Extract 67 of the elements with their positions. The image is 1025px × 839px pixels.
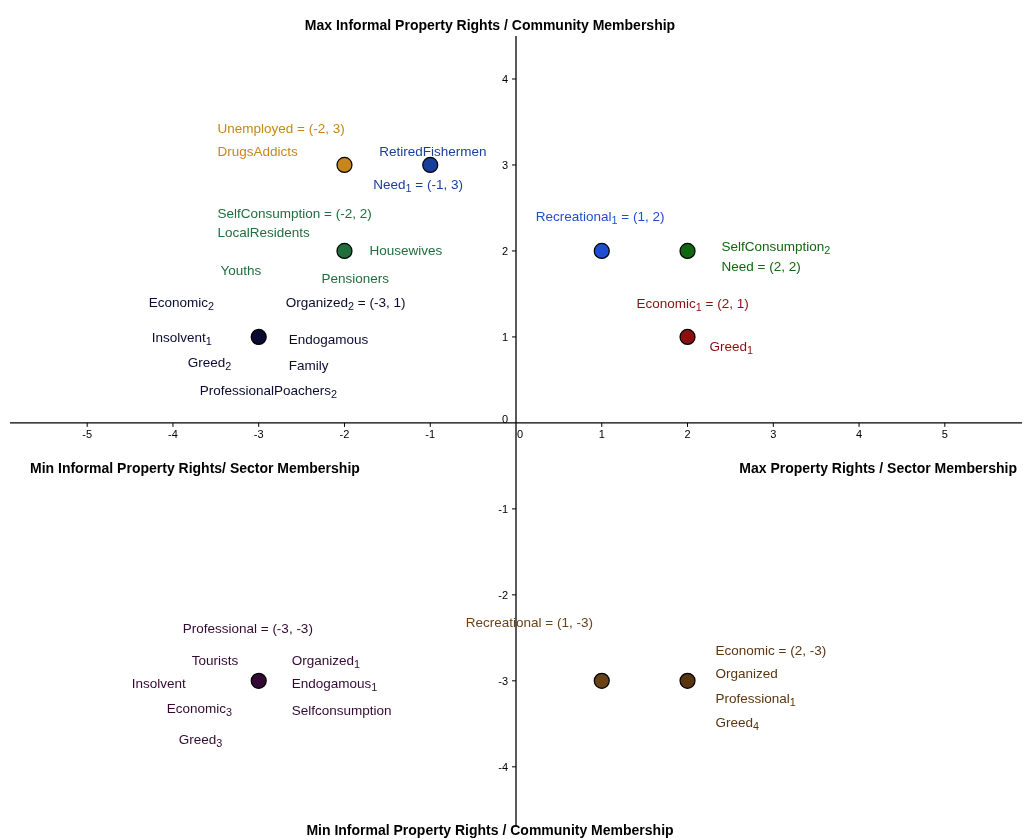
x-tick-label: -4: [168, 427, 178, 440]
point: [679, 242, 696, 260]
y-tick-label: 0: [501, 412, 508, 425]
x-tick-label: -1: [425, 427, 436, 440]
annotation: Min Informal Property Rights/ Sector Membership: [30, 459, 360, 476]
annotation: Pensioners: [321, 270, 390, 286]
x-tick-label: 1: [598, 427, 605, 440]
annotation: Professional$_{1}$: [715, 690, 796, 709]
annotation: Housewives: [369, 242, 443, 258]
annotation: Greed$_{2}$: [187, 354, 232, 373]
x-tick-label: -3: [253, 427, 264, 440]
annotation: Greed$_{3}$: [178, 731, 223, 750]
annotation: Need = (2, 2): [721, 258, 801, 274]
annotation: DrugsAddicts: [217, 143, 299, 159]
point: [336, 242, 353, 260]
annotation: Endogamous: [288, 331, 369, 347]
annotation: Min Informal Property Rights / Community Membership: [306, 822, 674, 838]
annotation: Insolvent: [131, 675, 186, 691]
annotation: Selfconsumption: [291, 702, 392, 718]
annotation: SelfConsumption$_{2}$: [721, 238, 831, 257]
annotation: Insolvent$_{1}$: [151, 329, 212, 348]
x-tick-label: 5: [941, 427, 948, 440]
x-tick-label: 2: [684, 427, 691, 440]
point: [679, 328, 696, 346]
annotation: Unemployed = (-2, 3): [217, 120, 345, 136]
point: [422, 156, 439, 174]
x-tick-label: -5: [82, 427, 93, 440]
y-tick-label: -4: [498, 760, 508, 773]
annotation: Youths: [220, 262, 262, 278]
annotation: Economic$_{1}$ = (2, 1): [636, 295, 749, 314]
x-tick-label: -2: [339, 427, 350, 440]
annotation: Organized: [715, 665, 778, 681]
annotation: ProfessionalPoachers$_{2}$: [199, 382, 338, 401]
point: [250, 672, 267, 689]
chart-title: Max Informal Property Rights / Community Membership: [304, 17, 676, 33]
point: [593, 242, 610, 260]
x-tick-label: 0: [516, 427, 524, 440]
annotation: SelfConsumption = (-2, 2): [217, 205, 372, 221]
annotation: Economic = (2, -3): [715, 642, 827, 658]
annotation: Greed$_{1}$: [709, 338, 754, 357]
x-axis-title: Max Property Rights / Sector Membership: [739, 459, 1017, 476]
y-tick-label: -3: [498, 674, 508, 687]
annotation: Organized$_{2}$ = (-3, 1): [285, 294, 406, 313]
annotation: Economic$_{2}$: [148, 294, 215, 313]
annotation: Recreational$_{1}$ = (1, 2): [535, 208, 665, 227]
annotation: Organized$_{1}$: [291, 652, 361, 671]
point: [336, 156, 353, 174]
y-tick-label: 1: [501, 330, 508, 343]
y-tick-label: 2: [501, 244, 508, 257]
point: [593, 672, 610, 689]
point: [679, 672, 696, 689]
annotation: Family: [288, 357, 329, 373]
annotation: Greed$_{4}$: [715, 714, 760, 733]
y-tick-label: -1: [498, 502, 508, 515]
x-tick-label: 3: [770, 427, 777, 440]
annotation: Endogamous$_{1}$: [291, 675, 378, 694]
annotation: Tourists: [191, 652, 239, 668]
y-tick-label: 3: [501, 158, 508, 171]
x-tick-label: 4: [855, 427, 863, 440]
annotation: Economic$_{3}$: [166, 700, 233, 719]
y-tick-label: 4: [501, 72, 508, 85]
annotation: Professional = (-3, -3): [182, 620, 313, 636]
y-tick-label: -2: [498, 588, 508, 601]
annotation: Need$_{1}$ = (-1, 3): [373, 176, 463, 195]
point: [250, 328, 267, 346]
annotation: LocalResidents: [217, 224, 311, 240]
annotation: RetiredFishermen: [379, 143, 487, 159]
